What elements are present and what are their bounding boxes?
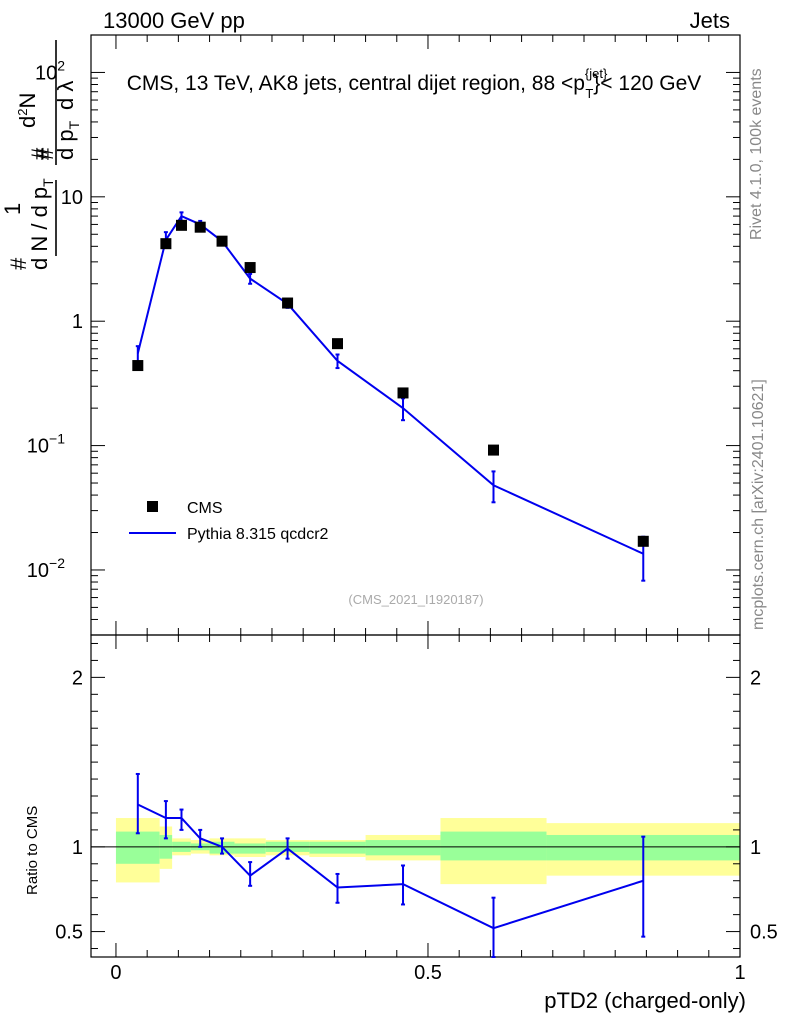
data-point — [216, 235, 228, 247]
y-tick-label: 10−1 — [27, 431, 65, 458]
data-point — [194, 221, 206, 233]
ratio-tick-label: 2 — [750, 667, 761, 689]
y-tick-label: 102 — [35, 57, 65, 84]
x-tick-label: 0.5 — [414, 962, 442, 984]
ratio-tick-label: 0.5 — [55, 922, 83, 944]
ratio-band-green — [309, 841, 366, 854]
svg-text:#: # — [33, 147, 58, 160]
header-left: 13000 GeV pp — [103, 8, 245, 33]
rivet-label: Rivet 4.1.0, 100k events — [748, 68, 765, 240]
x-axis: 0 0.5 1 — [110, 35, 746, 984]
svg-text:#: # — [27, 147, 52, 160]
mcplots-label: mcplots.cern.ch [arXiv:2401.10621] — [750, 379, 767, 630]
legend-cms-label: CMS — [187, 500, 223, 517]
header-right: Jets — [690, 8, 730, 33]
data-point — [160, 238, 172, 250]
data-point — [397, 387, 409, 399]
ratio-uncertainty-bands — [115, 818, 740, 885]
legend: CMS Pythia 8.315 qcdcr2 — [129, 500, 329, 543]
main-y-axis: 10−2 10−1 1 10 102 — [27, 34, 740, 636]
plot-title: CMS, 13 TeV, AK8 jets, central dijet reg… — [127, 66, 702, 101]
analysis-tag: (CMS_2021_I1920187) — [348, 592, 483, 607]
legend-mc-label: Pythia 8.315 qcdcr2 — [187, 526, 329, 543]
y-axis-label: # d N / d pT 1 # d pT d λ # d2N — [0, 40, 82, 270]
data-point — [331, 338, 343, 350]
ratio-band-green — [440, 831, 547, 861]
y-tick-label: 1 — [72, 311, 83, 333]
ratio-band-green — [234, 843, 266, 854]
x-tick-label: 0 — [110, 962, 121, 984]
svg-text:d N / d pT: d N / d pT — [27, 178, 56, 270]
ratio-tick-label: 0.5 — [750, 922, 778, 944]
ratio-y-axis: 0.5 0.5 1 1 2 2 — [55, 642, 778, 950]
ratio-band-green — [115, 831, 160, 864]
x-tick-label: 1 — [734, 962, 745, 984]
ratio-tick-label: 2 — [72, 667, 83, 689]
data-point — [175, 219, 187, 231]
y-tick-label: 10−2 — [27, 555, 65, 582]
ratio-band-green — [365, 840, 441, 856]
data-point — [132, 360, 144, 372]
data-point — [244, 262, 256, 274]
svg-text:d pT: d pT — [53, 120, 82, 160]
ratio-tick-label: 1 — [72, 837, 83, 859]
ratio-mc-series — [135, 772, 646, 958]
svg-text:d2N: d2N — [15, 93, 40, 128]
data-series — [132, 219, 649, 547]
ratio-tick-label: 1 — [750, 837, 761, 859]
svg-text:1: 1 — [0, 203, 25, 215]
x-axis-label: pTD2 (charged-only) — [544, 988, 746, 1013]
data-point — [637, 535, 649, 547]
ratio-y-label: Ratio to CMS — [24, 806, 41, 895]
data-point — [282, 297, 294, 309]
data-point — [488, 444, 500, 456]
y-tick-label: 10 — [61, 187, 83, 209]
legend-cms-marker — [147, 501, 158, 512]
svg-text:d λ: d λ — [53, 81, 78, 110]
svg-text:#: # — [6, 257, 31, 270]
